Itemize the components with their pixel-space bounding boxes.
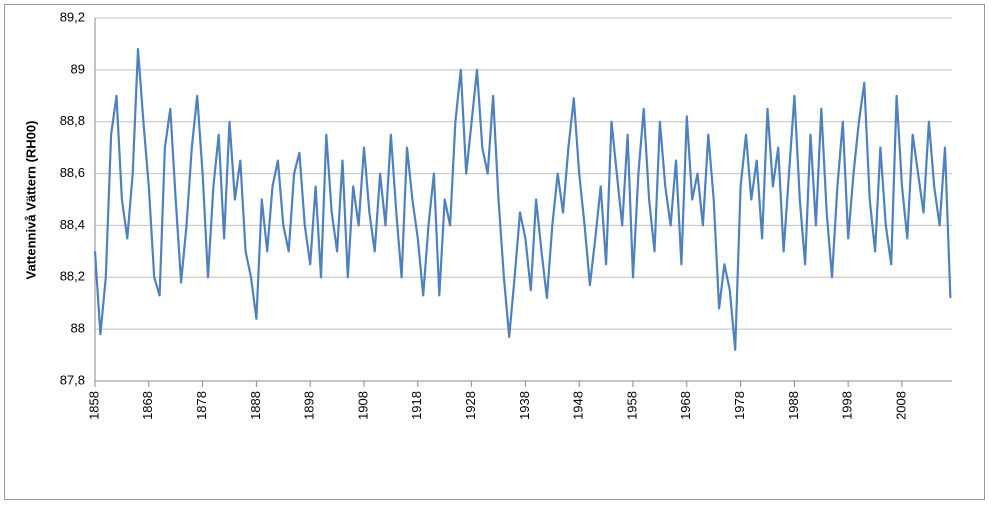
y-tick-label: 88,2 (60, 269, 85, 284)
x-tick-label: 1938 (517, 391, 532, 420)
x-tick-label: 1988 (786, 391, 801, 420)
y-tick-label: 89,2 (60, 9, 85, 24)
y-tick-label: 88,6 (60, 165, 85, 180)
y-tick-label: 87,8 (60, 372, 85, 387)
x-tick-label: 1908 (355, 391, 370, 420)
x-tick-label: 1868 (140, 391, 155, 420)
y-axis-label: Vattennivå Vättern (RH00) (23, 121, 38, 280)
x-tick-label: 1888 (248, 391, 263, 420)
y-tick-label: 88,8 (60, 113, 85, 128)
x-tick-label: 1958 (624, 391, 639, 420)
y-tick-label: 89 (71, 61, 85, 76)
x-tick-label: 1918 (409, 391, 424, 420)
x-tick-label: 2008 (893, 391, 908, 420)
x-tick-label: 1948 (571, 391, 586, 420)
x-tick-label: 1928 (463, 391, 478, 420)
data-line (93, 48, 952, 351)
x-tick-label: 1898 (302, 391, 317, 420)
y-tick-label: 88,4 (60, 217, 85, 232)
x-tick-label: 1858 (86, 391, 101, 420)
x-tick-label: 1968 (678, 391, 693, 420)
chart-frame (4, 4, 985, 500)
x-tick-label: 1978 (732, 391, 747, 420)
x-tick-label: 1998 (840, 391, 855, 420)
y-tick-label: 88 (71, 321, 85, 336)
x-tick-label: 1878 (194, 391, 209, 420)
